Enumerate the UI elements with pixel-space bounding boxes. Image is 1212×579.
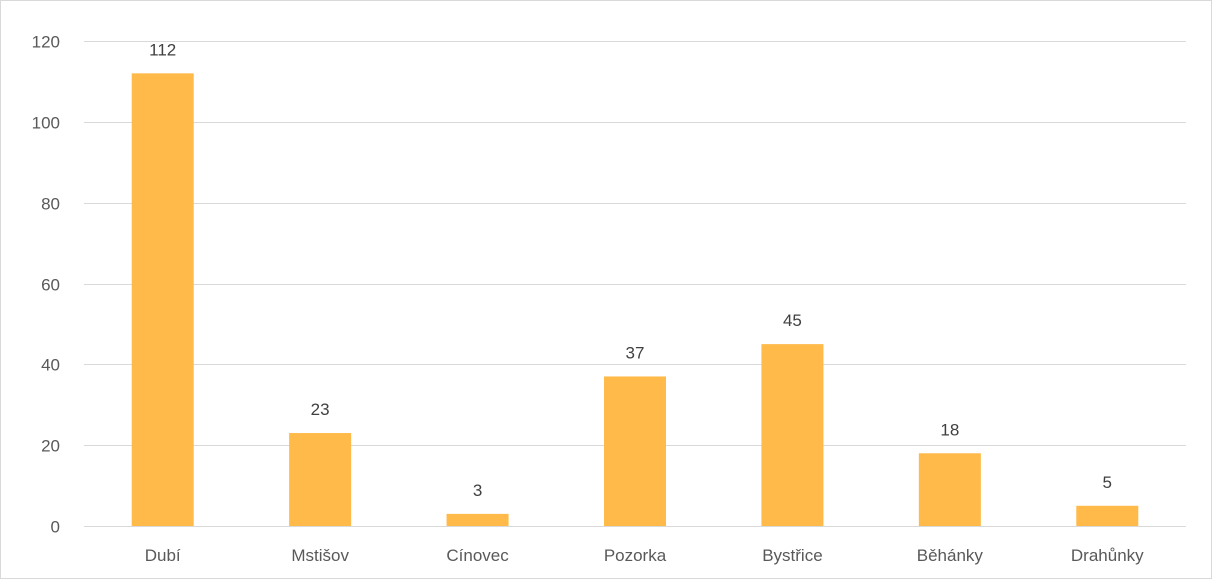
x-tick-label: Běhánky (917, 546, 984, 565)
y-tick-label: 100 (32, 114, 60, 133)
x-axis-ticks: Dubí Mstišov Cínovec Pozorka Bystřice Běhánky… (145, 546, 1144, 565)
y-tick-label: 40 (41, 356, 60, 375)
data-label: 5 (1103, 473, 1112, 492)
bar-3 (604, 376, 666, 526)
y-axis-ticks: 0 20 40 60 80 100 120 (32, 33, 60, 537)
y-tick-label: 20 (41, 437, 60, 456)
bar-1 (289, 433, 352, 526)
bar-0 (131, 73, 194, 526)
y-tick-label: 80 (41, 195, 60, 214)
data-label: 37 (626, 343, 645, 362)
data-label: 3 (473, 481, 482, 500)
data-label: 23 (311, 400, 330, 419)
data-label: 45 (783, 311, 802, 330)
data-label: 112 (149, 40, 176, 59)
data-labels: 112 23 3 37 45 18 5 (149, 40, 1112, 500)
x-tick-label: Bystřice (762, 546, 822, 565)
grid-lines (84, 41, 1186, 527)
bar-4 (761, 344, 824, 526)
bar-2 (446, 513, 509, 526)
x-tick-label: Dubí (145, 546, 181, 565)
y-tick-label: 120 (32, 33, 60, 52)
x-tick-label: Cínovec (446, 546, 509, 565)
data-label: 18 (940, 420, 959, 439)
x-tick-label: Drahůnky (1071, 546, 1144, 565)
bars (131, 73, 1139, 526)
x-tick-label: Mstišov (291, 546, 349, 565)
x-tick-label: Pozorka (604, 546, 667, 565)
y-tick-label: 60 (41, 276, 60, 295)
bar-5 (918, 453, 981, 526)
bar-6 (1076, 505, 1139, 526)
y-tick-label: 0 (51, 518, 60, 537)
